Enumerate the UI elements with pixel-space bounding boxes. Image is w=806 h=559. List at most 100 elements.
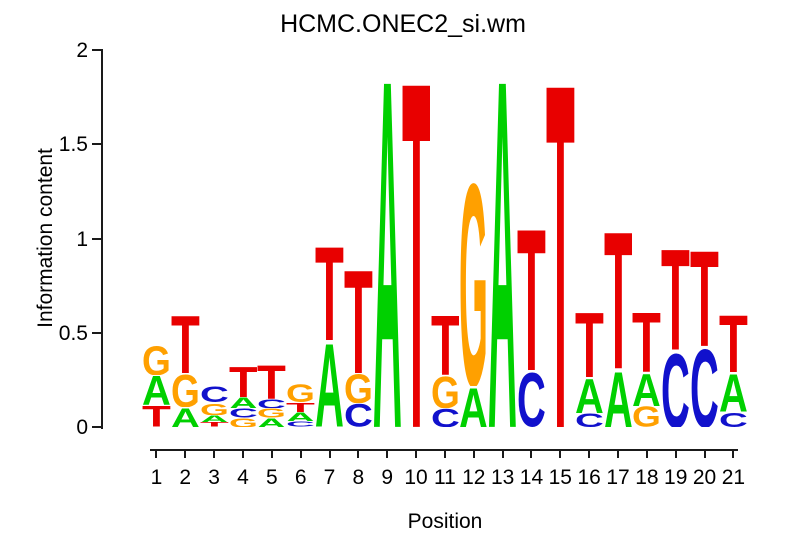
base-C: C — [575, 413, 604, 427]
x-tick-label-15: 15 — [548, 466, 572, 489]
base-G: G — [431, 375, 460, 408]
svg-text:A: A — [229, 397, 258, 408]
svg-text:T: T — [229, 365, 258, 397]
svg-text:G: G — [459, 174, 488, 385]
base-G: G — [229, 418, 258, 427]
base-T: T — [632, 310, 661, 372]
svg-text:A: A — [142, 375, 171, 405]
y-axis-line — [101, 49, 103, 429]
base-G: G — [171, 373, 200, 407]
base-T: T — [229, 365, 258, 397]
base-T: T — [517, 222, 546, 371]
base-G: G — [632, 406, 661, 427]
x-tick-label-17: 17 — [606, 466, 630, 489]
base-T: T — [286, 402, 315, 412]
x-tick-label-10: 10 — [404, 466, 428, 489]
x-tick-label-9: 9 — [381, 466, 394, 489]
x-tick-label-21: 21 — [721, 466, 746, 489]
svg-text:T: T — [200, 422, 229, 427]
base-A: A — [604, 369, 633, 427]
svg-text:A: A — [373, 63, 402, 427]
base-T: T — [344, 265, 373, 373]
x-tick-5 — [270, 450, 273, 458]
x-tick-11 — [443, 450, 446, 458]
svg-text:C: C — [690, 346, 719, 427]
svg-text:A: A — [459, 386, 488, 427]
x-tick-21 — [732, 450, 735, 458]
x-tick-label-8: 8 — [352, 466, 365, 489]
svg-text:G: G — [229, 418, 258, 427]
x-tick-label-19: 19 — [664, 466, 688, 489]
base-T: T — [690, 246, 719, 346]
base-C: C — [200, 386, 229, 402]
x-tick-label-2: 2 — [179, 466, 192, 489]
base-A: A — [257, 418, 286, 427]
y-tick-1 — [92, 237, 102, 240]
base-G: G — [257, 408, 286, 417]
base-T: T — [604, 225, 633, 368]
base-A: A — [488, 63, 517, 427]
svg-text:A: A — [286, 412, 315, 421]
svg-text:C: C — [719, 412, 748, 427]
base-C: C — [286, 421, 315, 427]
x-tick-label-16: 16 — [577, 466, 601, 489]
x-tick-label-18: 18 — [635, 466, 659, 489]
base-T: T — [402, 65, 431, 427]
y-tick-label-1: 1 — [76, 227, 88, 251]
svg-text:C: C — [661, 350, 690, 427]
svg-text:G: G — [200, 403, 229, 415]
base-A: A — [229, 397, 258, 408]
x-tick-13 — [501, 450, 504, 458]
base-C: C — [517, 370, 546, 427]
svg-text:C: C — [575, 413, 604, 427]
x-tick-label-5: 5 — [265, 466, 278, 489]
svg-text:C: C — [431, 408, 460, 427]
svg-text:A: A — [575, 377, 604, 413]
svg-text:C: C — [200, 386, 229, 402]
x-tick-16 — [588, 450, 591, 458]
base-T: T — [171, 312, 200, 373]
x-tick-6 — [299, 450, 302, 458]
svg-text:T: T — [661, 244, 690, 350]
x-tick-9 — [386, 450, 389, 458]
logo-column-13: A — [488, 63, 517, 427]
x-tick-label-20: 20 — [692, 466, 717, 489]
base-G: G — [344, 373, 373, 403]
x-tick-8 — [357, 450, 360, 458]
svg-text:G: G — [431, 375, 460, 408]
base-A: A — [315, 340, 344, 427]
svg-text:T: T — [719, 312, 748, 372]
svg-text:A: A — [200, 415, 229, 423]
logo-column-9: A — [373, 63, 402, 427]
x-tick-20 — [703, 450, 706, 458]
y-tick-label-0: 0 — [76, 416, 88, 439]
x-tick-2 — [184, 450, 187, 458]
plot-title: HCMC.ONEC2_si.wm — [280, 10, 526, 38]
x-tick-label-3: 3 — [208, 466, 220, 489]
svg-text:A: A — [632, 372, 661, 406]
x-tick-19 — [674, 450, 677, 458]
logo-column-15: T — [546, 67, 575, 427]
x-tick-15 — [559, 450, 562, 458]
svg-text:A: A — [171, 407, 200, 427]
x-tick-18 — [645, 450, 648, 458]
svg-text:G: G — [632, 406, 661, 427]
base-T: T — [200, 422, 229, 427]
base-C: C — [229, 408, 258, 417]
y-tick-0 — [92, 426, 102, 428]
svg-text:T: T — [315, 242, 344, 340]
y-tick-0.5 — [92, 331, 102, 334]
base-G: G — [200, 403, 229, 415]
svg-text:T: T — [171, 312, 200, 373]
x-tick-label-6: 6 — [294, 466, 307, 489]
base-A: A — [200, 415, 229, 423]
